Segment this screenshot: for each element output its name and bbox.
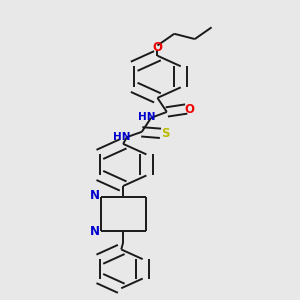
Text: S: S: [161, 127, 169, 140]
Text: O: O: [152, 41, 163, 54]
Text: N: N: [90, 189, 100, 202]
Text: HN: HN: [113, 131, 131, 142]
Text: N: N: [90, 226, 100, 238]
Text: HN: HN: [138, 112, 155, 122]
Text: O: O: [184, 103, 194, 116]
